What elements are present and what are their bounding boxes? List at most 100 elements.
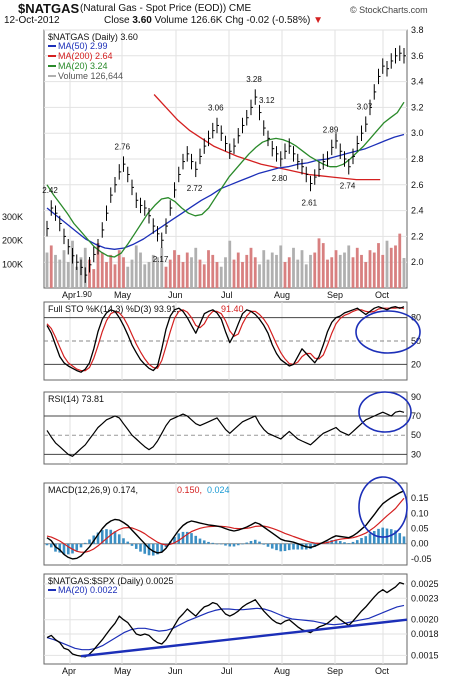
macd-histogram-bar	[62, 543, 66, 555]
price-y-tick-1: 3.6	[411, 51, 424, 61]
legend-swatch-2	[48, 65, 56, 67]
price-y-tick-6: 2.6	[411, 180, 424, 190]
macd-histogram-bar	[249, 541, 253, 544]
macd-histogram-bar	[130, 543, 134, 546]
volume-bar	[351, 257, 355, 288]
volume-bar	[139, 252, 142, 288]
price-annotation-11: 2.74	[340, 182, 356, 191]
macd-histogram-bar	[245, 542, 249, 544]
macd-histogram-bar	[215, 543, 219, 545]
rsi-y-tick-2: 50	[411, 430, 421, 440]
volume-bar	[296, 259, 300, 288]
price-annotation-2: 2.76	[115, 142, 131, 151]
legend-item-2: MA(20) 3.24	[58, 61, 108, 71]
volume-bar	[156, 257, 159, 288]
price-annotation-3: 2.17	[153, 255, 169, 264]
ratio-x-tick-1: May	[114, 666, 132, 676]
price-y-tick-8: 2.2	[411, 231, 424, 241]
volume-bar	[202, 264, 206, 288]
volume-bar	[304, 264, 308, 288]
ratio-x-tick-5: Sep	[327, 666, 343, 676]
date-label: 12-Oct-2012	[4, 15, 60, 26]
macd-histogram-bar	[66, 543, 70, 555]
volume-bar	[194, 247, 198, 288]
volume-bar	[355, 247, 359, 288]
price-annotation-8: 2.80	[272, 174, 288, 183]
price-annotation-4: 3.06	[208, 104, 224, 113]
volume-bar	[389, 247, 393, 288]
volume-bar	[364, 262, 368, 288]
macd-hist-last: 0.024	[207, 485, 230, 495]
macd-histogram-bar	[394, 530, 397, 544]
macd-histogram-bar	[228, 543, 232, 547]
ratio-y-tick-2: 0.0020	[411, 615, 439, 625]
legend-swatch-3	[48, 75, 56, 77]
chg-value: -0.02 (-0.58%)	[246, 15, 311, 26]
volume-bar	[71, 240, 74, 288]
rsi-y-tick-3: 30	[411, 449, 421, 459]
macd-histogram-bar	[100, 530, 104, 544]
price-y-tick-5: 2.8	[411, 154, 424, 164]
macd-histogram-bar	[83, 542, 87, 544]
volume-bar	[113, 264, 117, 288]
volume-bar	[134, 245, 138, 288]
volume-bar	[330, 257, 334, 288]
macd-histogram-bar	[88, 539, 91, 544]
close-label: Close	[104, 15, 130, 26]
macd-histogram-bar	[202, 540, 206, 544]
watermark: © StockCharts.com	[350, 5, 428, 15]
macd-histogram-bar	[402, 536, 406, 544]
macd-histogram-bar	[207, 541, 210, 544]
volume-bar	[402, 257, 406, 288]
price-y-tick-3: 3.2	[411, 102, 424, 112]
volume-bar	[300, 250, 304, 288]
volume-bar	[270, 252, 274, 288]
legend-swatch-0	[48, 45, 56, 47]
ratio-ma-label: MA(20) 0.0022	[58, 585, 118, 595]
volume-bar	[160, 247, 164, 288]
volume-bar	[372, 252, 376, 288]
rsi-line	[46, 410, 405, 457]
ratio-x-tick-2: Jun	[168, 666, 183, 676]
volume-bar	[287, 257, 291, 288]
volume-bar	[309, 254, 312, 288]
volume-bar	[66, 262, 70, 288]
macd-histogram-bar	[54, 543, 57, 552]
price-annotation-10: 2.89	[323, 125, 339, 134]
macd-histogram-bar	[364, 536, 368, 544]
macd-y-tick-1: 0.10	[411, 508, 429, 518]
volume-bar	[381, 254, 385, 288]
macd-histogram-bar	[224, 543, 227, 546]
volume-bar	[49, 245, 53, 288]
volume-bar	[54, 254, 57, 288]
rsi-y-tick-0: 90	[411, 392, 421, 402]
macd-histogram-bar	[334, 539, 338, 544]
legend-item-3: Volume 126,644	[58, 71, 123, 81]
price-x-tick-0: Apr	[62, 290, 76, 300]
macd-histogram-bar	[45, 543, 49, 546]
volume-tick-2: 100K	[2, 259, 23, 269]
macd-signal-last: 0.150,	[177, 485, 202, 495]
volume-bar	[262, 250, 266, 288]
volume-bar	[105, 262, 108, 288]
price-annotation-6: 3.28	[246, 75, 262, 84]
volume-bar	[207, 250, 210, 288]
macd-histogram-bar	[338, 541, 342, 544]
volume-bar	[398, 233, 402, 288]
volume-tick-1: 200K	[2, 236, 23, 246]
macd-histogram-bar	[122, 538, 125, 544]
macd-histogram-bar	[368, 533, 372, 544]
macd-histogram-bar	[177, 533, 181, 544]
macd-histogram-bar	[173, 537, 176, 544]
price-y-tick-7: 2.4	[411, 206, 424, 216]
volume-bar	[228, 240, 232, 288]
macd-histogram-bar	[381, 527, 385, 544]
macd-histogram-bar	[343, 542, 346, 544]
volume-bar	[75, 266, 79, 288]
macd-histogram-bar	[232, 543, 236, 547]
volume-bar	[151, 254, 155, 288]
volume-bar	[283, 262, 287, 288]
macd-histogram-bar	[126, 541, 130, 544]
volume-bar	[173, 250, 176, 288]
